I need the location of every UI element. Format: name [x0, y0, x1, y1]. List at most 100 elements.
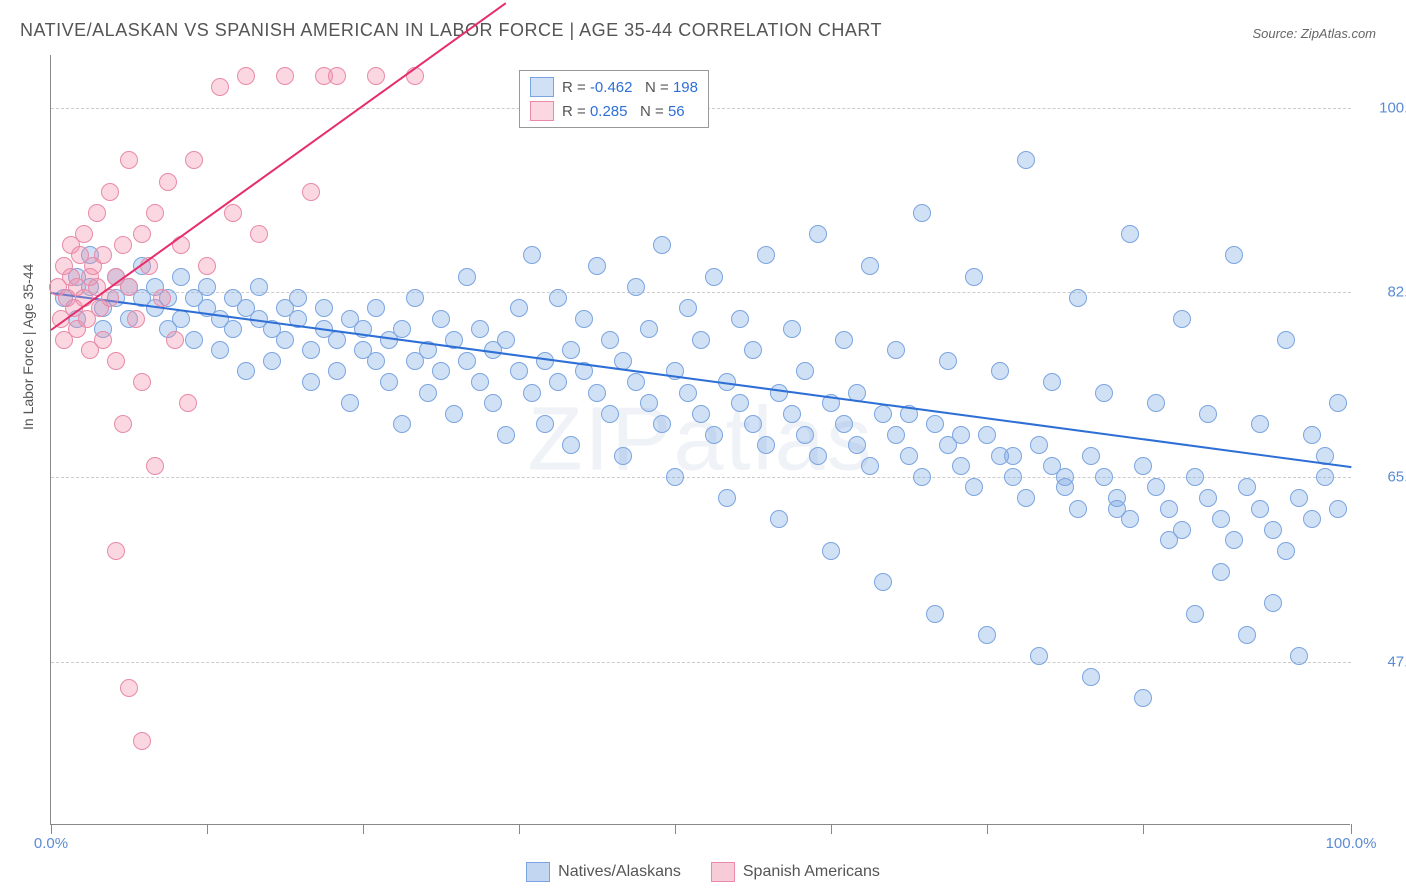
data-point-natives — [1329, 500, 1347, 518]
legend-swatch — [526, 862, 550, 882]
legend-item: Spanish Americans — [711, 862, 880, 882]
trend-line-spanish — [50, 2, 506, 331]
legend-stat-text: R = -0.462 N = 198 — [562, 79, 698, 96]
data-point-natives — [887, 341, 905, 359]
data-point-spanish — [107, 542, 125, 560]
data-point-natives — [692, 331, 710, 349]
data-point-natives — [185, 331, 203, 349]
grid-line-h — [51, 662, 1351, 663]
data-point-natives — [471, 373, 489, 391]
y-tick-label: 47.5% — [1360, 653, 1406, 670]
legend-swatch — [530, 101, 554, 121]
data-point-natives — [1290, 489, 1308, 507]
data-point-natives — [705, 268, 723, 286]
data-point-natives — [1017, 489, 1035, 507]
data-point-natives — [289, 289, 307, 307]
data-point-natives — [965, 268, 983, 286]
data-point-natives — [263, 352, 281, 370]
x-tick — [519, 824, 520, 834]
data-point-natives — [744, 415, 762, 433]
y-axis-label: In Labor Force | Age 35-44 — [20, 264, 36, 430]
data-point-natives — [627, 373, 645, 391]
data-point-spanish — [367, 67, 385, 85]
data-point-natives — [1212, 563, 1230, 581]
data-point-natives — [315, 299, 333, 317]
legend-label: Natives/Alaskans — [558, 863, 681, 881]
data-point-natives — [1264, 594, 1282, 612]
data-point-natives — [952, 457, 970, 475]
data-point-natives — [679, 299, 697, 317]
data-point-spanish — [276, 67, 294, 85]
data-point-natives — [874, 573, 892, 591]
legend-item: Natives/Alaskans — [526, 862, 681, 882]
x-tick — [675, 824, 676, 834]
data-point-natives — [770, 384, 788, 402]
data-point-natives — [380, 373, 398, 391]
data-point-natives — [1069, 500, 1087, 518]
data-point-natives — [1277, 542, 1295, 560]
data-point-natives — [640, 320, 658, 338]
data-point-natives — [562, 436, 580, 454]
data-point-natives — [913, 204, 931, 222]
data-point-natives — [1173, 310, 1191, 328]
data-point-natives — [1147, 394, 1165, 412]
data-point-natives — [783, 405, 801, 423]
data-point-natives — [978, 426, 996, 444]
y-tick-label: 100.0% — [1360, 99, 1406, 116]
data-point-natives — [211, 341, 229, 359]
legend-stats-row: R = 0.285 N = 56 — [530, 101, 698, 121]
data-point-natives — [1238, 478, 1256, 496]
data-point-natives — [939, 352, 957, 370]
x-tick-label: 100.0% — [1326, 835, 1377, 852]
x-tick — [207, 824, 208, 834]
data-point-natives — [328, 362, 346, 380]
data-point-natives — [653, 415, 671, 433]
data-point-natives — [341, 394, 359, 412]
data-point-natives — [1056, 468, 1074, 486]
data-point-natives — [952, 426, 970, 444]
data-point-natives — [549, 373, 567, 391]
data-point-spanish — [94, 246, 112, 264]
data-point-natives — [1082, 447, 1100, 465]
data-point-natives — [1290, 647, 1308, 665]
data-point-natives — [367, 299, 385, 317]
data-point-natives — [861, 257, 879, 275]
data-point-spanish — [133, 732, 151, 750]
data-point-natives — [432, 362, 450, 380]
data-point-natives — [458, 268, 476, 286]
data-point-natives — [848, 436, 866, 454]
data-point-natives — [328, 331, 346, 349]
data-point-natives — [835, 331, 853, 349]
data-point-natives — [1043, 373, 1061, 391]
data-point-natives — [367, 352, 385, 370]
x-tick — [987, 824, 988, 834]
data-point-spanish — [88, 204, 106, 222]
data-point-natives — [523, 246, 541, 264]
data-point-natives — [1277, 331, 1295, 349]
x-tick — [51, 824, 52, 834]
data-point-natives — [666, 468, 684, 486]
data-point-natives — [562, 341, 580, 359]
data-point-natives — [1004, 468, 1022, 486]
data-point-natives — [1134, 689, 1152, 707]
data-point-natives — [588, 257, 606, 275]
data-point-natives — [601, 331, 619, 349]
data-point-spanish — [127, 310, 145, 328]
data-point-spanish — [146, 204, 164, 222]
data-point-spanish — [94, 331, 112, 349]
data-point-natives — [627, 278, 645, 296]
data-point-spanish — [153, 289, 171, 307]
data-point-spanish — [75, 225, 93, 243]
data-point-natives — [471, 320, 489, 338]
data-point-natives — [614, 447, 632, 465]
data-point-spanish — [198, 257, 216, 275]
data-point-natives — [497, 426, 515, 444]
data-point-natives — [718, 489, 736, 507]
data-point-natives — [237, 362, 255, 380]
chart-plot-area: ZIPatlas 47.5%65.0%82.5%100.0%0.0%100.0%… — [50, 55, 1350, 825]
data-point-natives — [536, 415, 554, 433]
data-point-spanish — [114, 236, 132, 254]
data-point-natives — [575, 310, 593, 328]
data-point-natives — [900, 447, 918, 465]
data-point-natives — [1199, 489, 1217, 507]
